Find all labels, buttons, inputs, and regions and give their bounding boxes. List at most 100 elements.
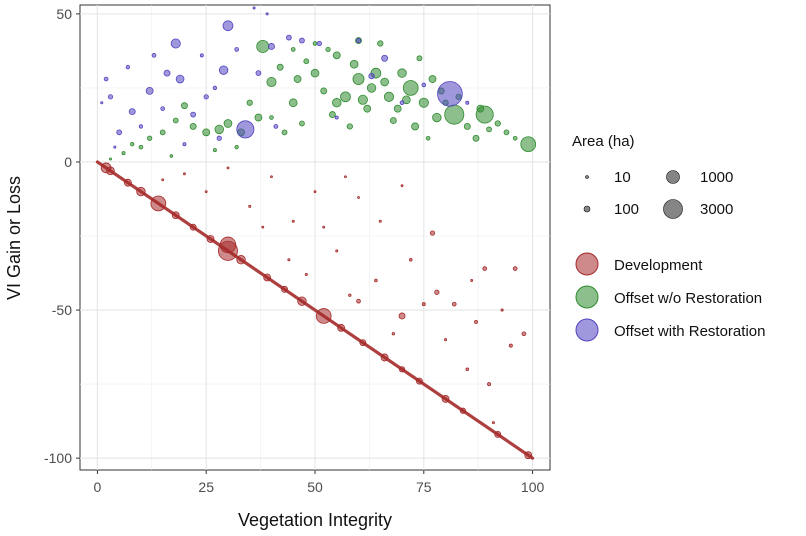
point-s0-26 (398, 312, 406, 320)
point-s0-24 (429, 230, 436, 236)
point-s1-61 (494, 120, 501, 127)
point-s0-51 (400, 184, 404, 188)
point-s1-27 (121, 151, 126, 156)
point-s0-5 (171, 211, 180, 220)
point-s1-42 (472, 134, 480, 142)
point-s0-40 (248, 204, 252, 208)
point-s0-3 (136, 186, 146, 197)
point-s0-25 (434, 289, 440, 295)
point-s1-30 (332, 51, 341, 60)
point-s1-40 (503, 129, 510, 136)
point-s0-1 (106, 166, 115, 176)
point-s0-49 (161, 178, 165, 182)
point-s0-17 (398, 366, 406, 373)
point-s1-14 (256, 40, 270, 53)
point-s1-25 (138, 144, 144, 150)
point-s2-20 (203, 94, 209, 100)
y-tick-label-3: 50 (56, 6, 72, 22)
point-s0-11 (281, 285, 288, 293)
point-s1-41 (512, 135, 518, 141)
point-s0-29 (512, 266, 518, 271)
point-s2-26 (160, 106, 166, 111)
point-s1-11 (310, 68, 320, 78)
point-s0-13 (315, 308, 332, 324)
point-s0-27 (451, 301, 457, 307)
point-s2-39 (212, 85, 218, 91)
point-s2-37 (113, 145, 117, 149)
point-s2-0 (437, 81, 463, 107)
point-s1-19 (202, 128, 211, 137)
point-s1-0 (444, 104, 465, 125)
point-s1-36 (411, 122, 419, 131)
point-s0-39 (291, 219, 295, 223)
point-s1-64 (290, 47, 296, 52)
point-s2-6 (163, 69, 171, 77)
point-s1-43 (428, 75, 437, 83)
point-s0-2 (123, 178, 132, 187)
point-s0-41 (313, 190, 317, 193)
point-s0-15 (359, 339, 367, 347)
point-s1-65 (234, 145, 239, 150)
x-axis-title: Vegetation Integrity (238, 510, 392, 530)
point-s2-27 (182, 142, 187, 147)
point-s0-20 (459, 407, 467, 414)
point-s2-38 (100, 101, 104, 105)
legend-symbol-offset-with-restoration (575, 318, 599, 342)
point-s0-19 (441, 395, 450, 403)
point-s2-25 (138, 124, 144, 129)
point-s0-58 (322, 225, 326, 229)
point-s2-18 (368, 72, 375, 80)
point-s1-9 (432, 112, 442, 123)
point-s2-4 (218, 65, 229, 75)
size-legend-title: Area (ha) (572, 133, 635, 150)
point-s0-23 (219, 236, 237, 254)
point-s2-13 (286, 34, 292, 41)
point-s1-15 (254, 113, 263, 122)
point-s1-50 (328, 111, 336, 119)
point-s1-47 (380, 77, 389, 87)
point-s1-67 (169, 154, 174, 158)
point-s1-34 (363, 104, 372, 113)
x-tick-label-1: 25 (198, 479, 214, 495)
legend-symbol-offset-without-restoration (575, 285, 599, 309)
point-s1-13 (266, 76, 277, 88)
development-diagonal-line (95, 160, 535, 460)
point-s1-31 (303, 58, 310, 65)
series-2 (100, 6, 470, 149)
point-s1-55 (293, 75, 302, 83)
point-s2-23 (151, 53, 157, 58)
point-s1-70 (425, 135, 431, 141)
x-tick-label-0: 0 (94, 479, 102, 495)
point-s1-52 (281, 129, 288, 136)
point-s0-42 (270, 175, 273, 179)
point-s0-4 (150, 195, 167, 212)
point-s2-17 (355, 37, 362, 44)
point-s2-7 (145, 86, 154, 95)
point-s2-22 (255, 70, 262, 76)
point-s0-57 (500, 308, 504, 312)
point-s0-10 (263, 273, 272, 282)
point-s0-7 (206, 235, 215, 243)
point-s1-21 (181, 102, 188, 110)
point-s1-35 (389, 117, 397, 124)
point-s2-33 (334, 115, 339, 120)
point-s0-52 (261, 225, 265, 229)
point-s2-32 (273, 124, 279, 129)
point-s0-21 (494, 431, 502, 438)
point-s0-34 (421, 302, 426, 307)
series-0 (100, 162, 533, 460)
point-s0-46 (348, 293, 352, 297)
point-s1-10 (397, 68, 407, 78)
point-s0-22 (524, 451, 533, 460)
point-s0-18 (416, 377, 423, 385)
point-s0-43 (378, 219, 382, 223)
size-legend-symbol-3000 (663, 199, 683, 219)
legend: Area (ha) 10 1000 100 3000 Development O… (572, 133, 765, 342)
point-s2-9 (116, 129, 123, 136)
legend-symbol-development (575, 252, 599, 276)
point-s0-56 (470, 279, 474, 282)
point-s2-3 (236, 120, 255, 139)
point-s1-38 (463, 123, 471, 130)
size-legend-label-10: 10 (614, 169, 631, 186)
